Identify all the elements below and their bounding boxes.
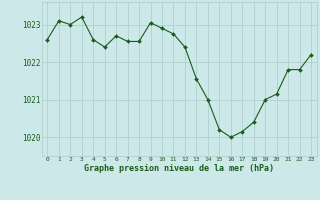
X-axis label: Graphe pression niveau de la mer (hPa): Graphe pression niveau de la mer (hPa) [84,164,274,173]
